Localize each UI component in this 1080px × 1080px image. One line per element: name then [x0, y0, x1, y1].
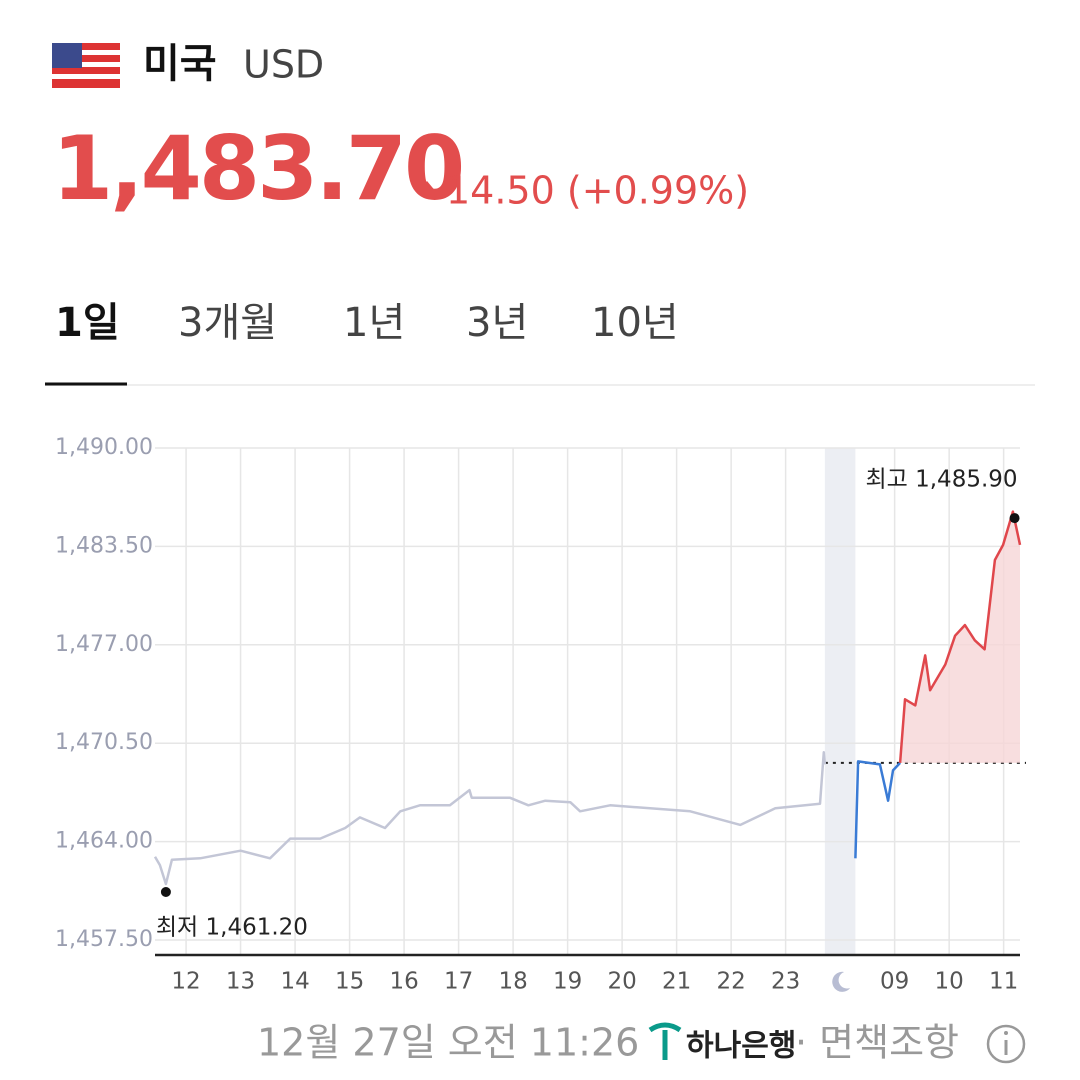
- tab[interactable]: 1년: [343, 300, 405, 346]
- x-tick-label: 17: [444, 969, 473, 995]
- tab[interactable]: 3년: [466, 300, 528, 346]
- timestamp: 12월 27일 오전 11:26: [257, 1021, 639, 1065]
- night-band: [824, 448, 856, 955]
- x-tick-label: 15: [335, 969, 364, 995]
- y-tick-label: 1,483.50: [55, 533, 153, 558]
- line: [153, 751, 827, 886]
- x-tick-label: 14: [280, 969, 309, 995]
- x-tick-label: 20: [607, 969, 636, 995]
- y-tick-label: 1,457.50: [55, 927, 153, 952]
- currency: USD: [243, 43, 324, 87]
- x-tick-label: 12: [171, 969, 200, 995]
- line: [898, 510, 1022, 763]
- x-tick-label: 09: [880, 969, 909, 995]
- x-tick-label: 11: [989, 969, 1018, 995]
- flag: [52, 43, 120, 88]
- bank-logo: [648, 1022, 682, 1060]
- x-tick-label: 10: [935, 969, 964, 995]
- line: [854, 760, 902, 859]
- y-tick-label: 1,490.00: [55, 435, 153, 460]
- bank-name: 하나은행: [686, 1029, 796, 1064]
- x-tick-label: 19: [553, 969, 582, 995]
- price: 1,483.70: [52, 117, 462, 220]
- change: 14.50 (+0.99%): [446, 169, 749, 213]
- y-tick-label: 1,477.00: [55, 632, 153, 657]
- chart: 1,457.50 1,464.00 1,470.50 1,477.00 1,483.50…: [55, 435, 1026, 995]
- tab[interactable]: 10년: [591, 300, 679, 346]
- info-icon[interactable]: [986, 1024, 1026, 1064]
- country: 미국: [143, 41, 217, 87]
- moon-icon: [832, 971, 851, 992]
- annotation: 최고 1,485.90: [865, 467, 1017, 493]
- tabs: 1일 3개월 1년 3년 10년: [45, 300, 679, 386]
- disclaimer[interactable]: · 면책조항: [795, 1021, 959, 1065]
- y-tick-label: 1,470.50: [55, 730, 153, 755]
- extreme-point: [1009, 513, 1020, 524]
- y-tick-label: 1,464.00: [55, 829, 153, 854]
- tab[interactable]: 1일: [55, 300, 120, 346]
- tab[interactable]: 3개월: [178, 300, 277, 346]
- up-arrow: [417, 181, 437, 193]
- x-tick-label: 23: [771, 969, 800, 995]
- extreme-point: [160, 886, 171, 897]
- x-tick-label: 13: [226, 969, 255, 995]
- x-tick-label: 16: [389, 969, 418, 995]
- x-tick-label: 22: [716, 969, 745, 995]
- x-tick-label: 21: [662, 969, 691, 995]
- area: [900, 511, 1020, 763]
- x-tick-label: 18: [498, 969, 527, 995]
- annotation: 최저 1,461.20: [156, 914, 308, 940]
